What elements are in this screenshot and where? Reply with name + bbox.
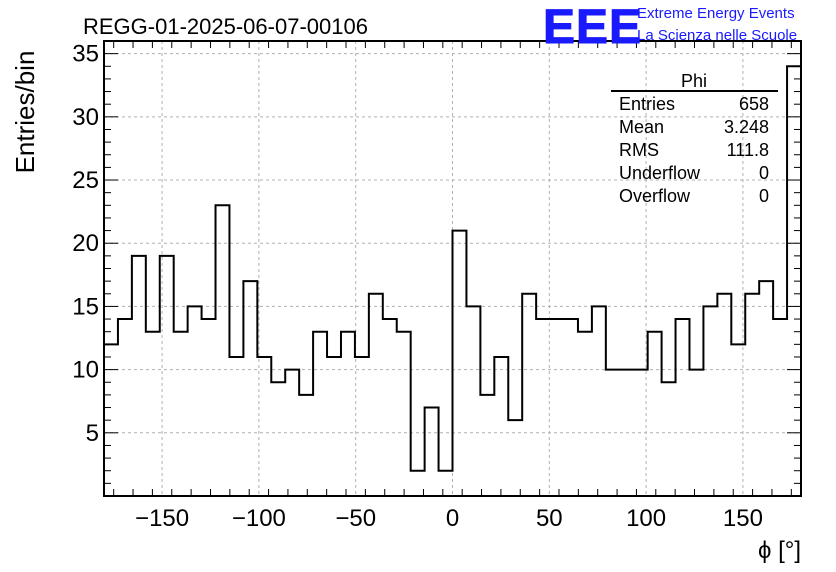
- stats-value: 0: [759, 186, 769, 206]
- x-tick-label: 100: [626, 505, 666, 532]
- stats-value: 0: [759, 163, 769, 183]
- x-tick-label: −100: [232, 505, 286, 532]
- stats-label: Underflow: [619, 163, 701, 183]
- stats-label: Mean: [619, 117, 664, 137]
- y-tick-label: 20: [72, 230, 99, 257]
- x-tick-label: −50: [335, 505, 376, 532]
- stats-label: Entries: [619, 94, 675, 114]
- logo-line2: La Scienza nelle Scuole: [637, 27, 797, 44]
- logo-line1: Extreme Energy Events: [637, 5, 795, 22]
- stats-label: Overflow: [619, 186, 691, 206]
- stats-rows: Entries 658 Mean 3.248 RMS 111.8 Underflow 0 Ove…: [619, 94, 769, 206]
- x-tick-label: 150: [723, 505, 763, 532]
- stats-box: Phi Entries 658 Mean 3.248 RMS 111.8 Underflow…: [611, 71, 778, 206]
- stats-label: RMS: [619, 140, 659, 160]
- logo-mark: EEE: [543, 1, 642, 54]
- y-tick-label: 10: [72, 357, 99, 384]
- axis-ticks: [104, 41, 801, 496]
- stats-value: 111.8: [727, 140, 769, 160]
- stats-value: 3.248: [724, 117, 769, 137]
- x-tick-label: −150: [135, 505, 189, 532]
- histogram-line: [104, 65, 801, 472]
- stats-value: 658: [739, 94, 769, 114]
- x-tick-label: 50: [536, 505, 563, 532]
- y-tick-label: 25: [72, 167, 99, 194]
- y-tick-label: 35: [72, 41, 99, 68]
- x-axis-label: ϕ [°]: [758, 537, 801, 564]
- y-tick-labels: 5 10 15 20 25 30 35: [72, 41, 99, 447]
- y-tick-label: 5: [86, 420, 99, 447]
- y-tick-label: 30: [72, 104, 99, 131]
- x-tick-labels: −150 −100 −50 0 50 100 150: [135, 505, 763, 532]
- y-axis-label: Entries/bin: [10, 51, 40, 174]
- x-tick-label: 0: [446, 505, 459, 532]
- y-tick-label: 15: [72, 293, 99, 320]
- eee-logo: EEE Extreme Energy Events La Scienza nel…: [543, 1, 798, 55]
- chart-title: REGG-01-2025-06-07-00106: [83, 14, 368, 39]
- stats-title: Phi: [681, 71, 707, 91]
